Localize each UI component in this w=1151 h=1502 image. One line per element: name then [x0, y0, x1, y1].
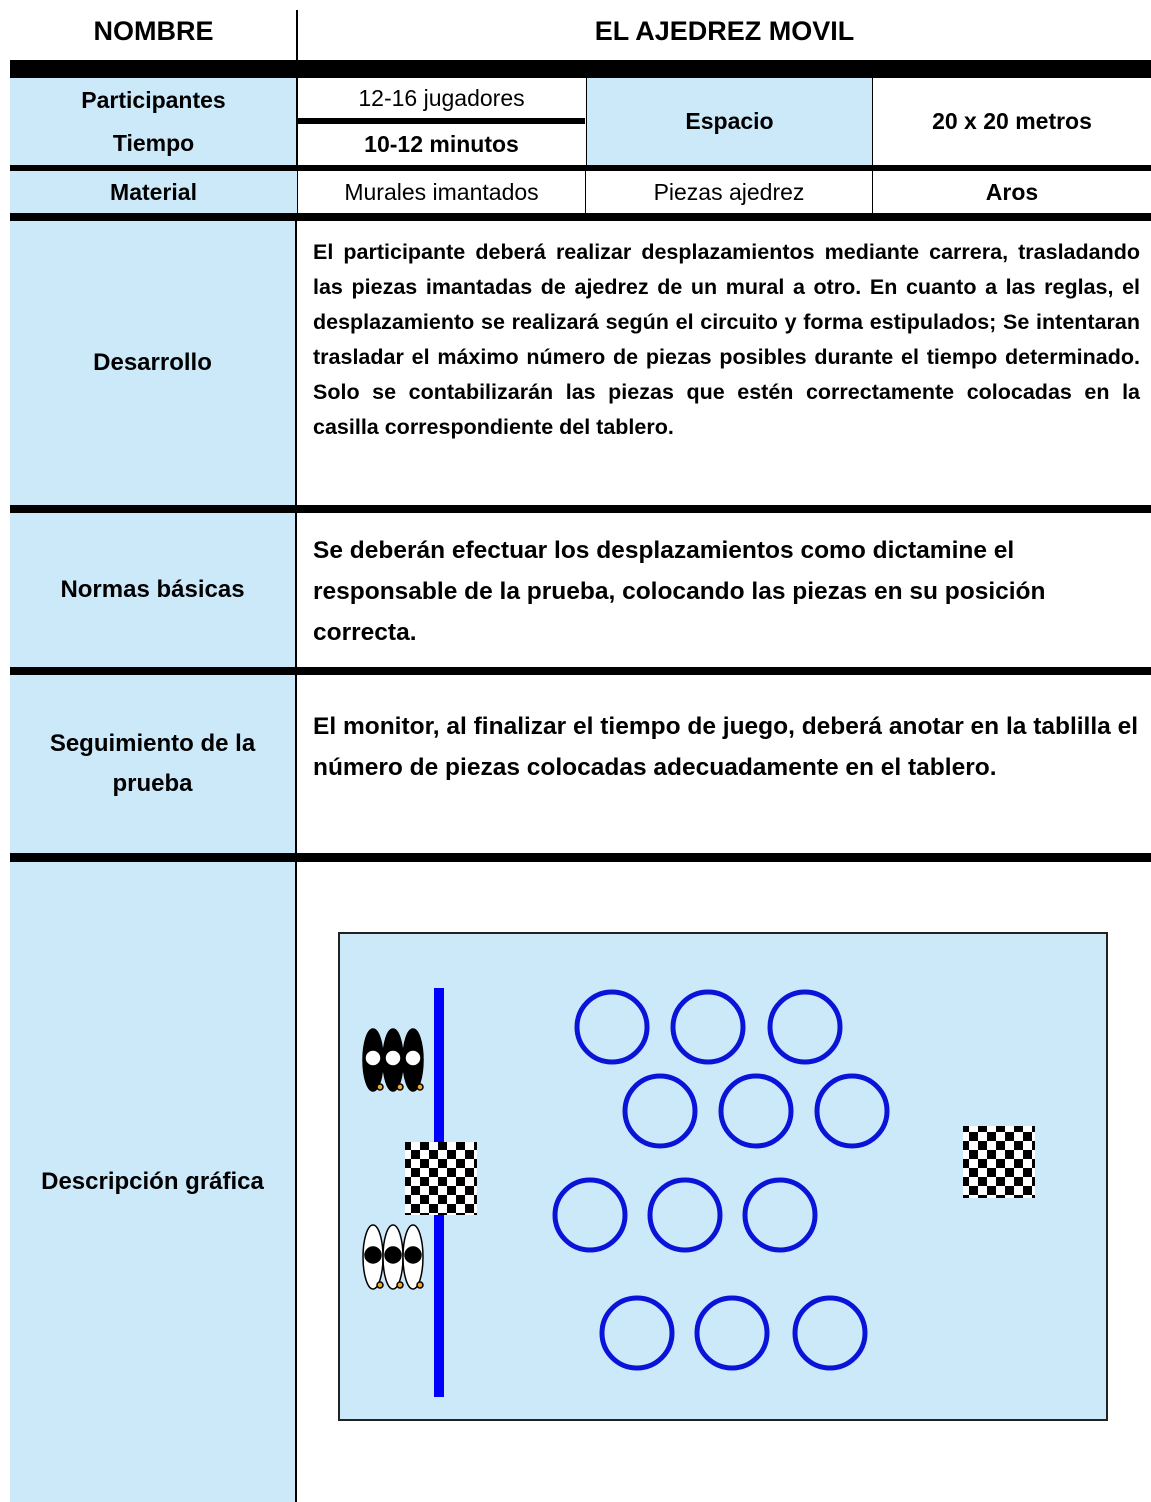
espacio-value: 20 x 20 metros — [932, 108, 1092, 134]
section-label: Desarrollo — [10, 221, 297, 505]
rule — [10, 60, 1151, 78]
section-label: Descripción gráfica — [10, 862, 297, 1502]
rule — [10, 853, 1151, 862]
rule — [10, 165, 1151, 171]
tiempo-value: 10-12 minutos — [364, 131, 519, 157]
white-pieces — [362, 1224, 424, 1290]
tiempo-label: Tiempo — [10, 122, 297, 165]
material-item: Aros — [985, 179, 1039, 205]
divider — [296, 10, 298, 62]
section-text: El participante deberá realizar desplaza… — [313, 240, 1140, 439]
material-item: Murales imantados — [297, 171, 586, 214]
divider — [296, 78, 298, 165]
section-text: El monitor, al finalizar el tiempo de ju… — [313, 713, 1139, 781]
rule — [298, 118, 585, 124]
board — [405, 1142, 477, 1215]
participantes-value: 12-16 jugadores — [358, 84, 525, 111]
black-pieces — [362, 1028, 424, 1092]
header-title: EL AJEDREZ MOVIL — [594, 15, 855, 46]
board — [963, 1126, 1035, 1198]
material-item: Piezas ajedrez — [586, 171, 873, 214]
section-label: Seguimiento de la prueba — [10, 675, 297, 853]
material-label: Material — [10, 171, 297, 214]
section-text: Se deberán efectuar los desplazamientos … — [313, 537, 1046, 646]
hoops — [552, 989, 890, 1371]
header-label: NOMBRE — [93, 15, 214, 46]
espacio-label: Espacio — [586, 78, 873, 165]
rule — [10, 505, 1151, 513]
rule — [10, 667, 1151, 675]
diagram — [338, 932, 1108, 1421]
rule — [10, 213, 1151, 221]
section-label: Normas básicas — [10, 513, 297, 667]
participantes-label: Participantes — [10, 78, 297, 122]
